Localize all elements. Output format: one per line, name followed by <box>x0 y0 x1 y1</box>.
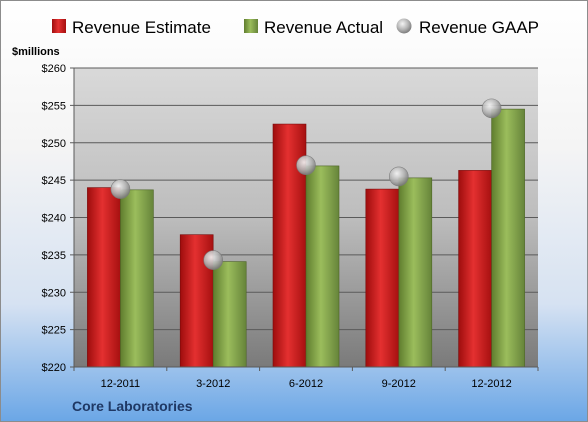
x-tick-label: 9-2012 <box>382 378 416 390</box>
legend-label-actual: Revenue Actual <box>264 18 383 37</box>
y-tick-label: $225 <box>42 325 66 337</box>
bar-revenue-actual <box>305 165 340 368</box>
bar-revenue-estimate <box>87 187 121 368</box>
bar-revenue-actual <box>212 261 247 368</box>
y-tick-label: $240 <box>42 213 66 225</box>
bar-revenue-actual <box>120 189 154 368</box>
unit-label: $millions <box>12 46 60 58</box>
legend-swatch-actual <box>244 19 258 33</box>
company-name: Core Laboratories <box>72 398 193 414</box>
marker-revenue-gaap <box>203 250 223 270</box>
x-tick-label: 3-2012 <box>196 378 230 390</box>
y-tick-label: $255 <box>42 100 66 112</box>
marker-revenue-gaap <box>481 98 502 119</box>
marker-revenue-gaap <box>388 166 409 187</box>
bar-revenue-estimate <box>458 170 492 368</box>
y-axis: $220 $225 $230 $235 $240 $245 $250 $255 $260 <box>42 63 75 374</box>
y-tick-label: $260 <box>42 63 66 75</box>
marker-revenue-gaap <box>296 155 316 175</box>
y-tick-label: $245 <box>42 175 66 187</box>
y-tick-label: $250 <box>42 138 66 150</box>
y-tick-label: $220 <box>42 362 66 374</box>
x-tick-label: 12-2011 <box>101 378 141 390</box>
legend-swatch-gaap <box>396 18 412 34</box>
bar-revenue-actual <box>398 177 433 368</box>
x-axis: 12-2011 3-2012 6-2012 9-2012 12-2012 <box>73 366 539 390</box>
x-tick-label: 6-2012 <box>289 378 323 390</box>
legend-label-estimate: Revenue Estimate <box>72 18 211 37</box>
gaap-markers <box>110 98 502 270</box>
y-tick-label: $230 <box>42 287 66 299</box>
bar-revenue-actual <box>491 108 525 368</box>
bars <box>87 108 525 368</box>
y-tick-label: $235 <box>42 250 66 262</box>
x-tick-label: 12-2012 <box>471 378 511 390</box>
marker-revenue-gaap <box>110 179 131 199</box>
legend-swatch-estimate <box>52 19 66 33</box>
legend: Revenue Estimate Revenue Actual Revenue … <box>52 18 539 37</box>
bar-revenue-estimate <box>365 188 400 368</box>
legend-label-gaap: Revenue GAAP <box>419 18 539 37</box>
